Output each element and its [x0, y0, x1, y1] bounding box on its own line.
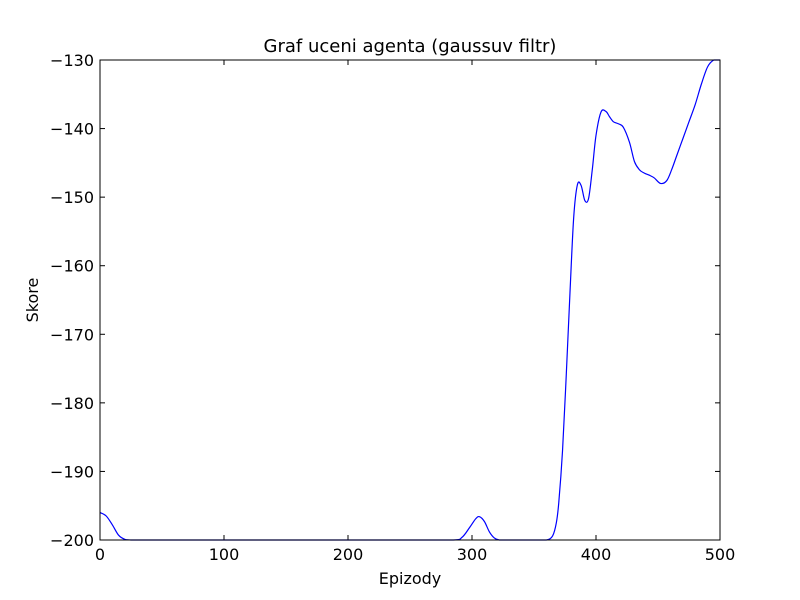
axis-tick-labels: 0 100 200 300 400 500 −200 −190 −180 −170 −160 −150…: [50, 51, 735, 564]
y-tick-label: −200: [50, 531, 94, 550]
y-tick-label: −130: [50, 51, 94, 70]
chart-title: Graf uceni agenta (gaussuv filtr): [264, 36, 557, 57]
x-tick-label: 300: [457, 545, 488, 564]
y-tick-label: −160: [50, 257, 94, 276]
x-tick-label: 400: [581, 545, 612, 564]
x-tick-label: 0: [95, 545, 105, 564]
x-tick-label: 100: [209, 545, 240, 564]
y-tick-label: −170: [50, 325, 94, 344]
x-tick-label: 200: [333, 545, 364, 564]
x-axis-label: Epizody: [379, 569, 442, 588]
y-tick-label: −190: [50, 462, 94, 481]
plot-frame: [99, 59, 721, 541]
x-tick-label: 500: [705, 545, 736, 564]
y-axis-label: Skore: [23, 278, 42, 323]
y-tick-label: −150: [50, 188, 94, 207]
y-tick-label: −140: [50, 120, 94, 139]
y-tick-label: −180: [50, 394, 94, 413]
